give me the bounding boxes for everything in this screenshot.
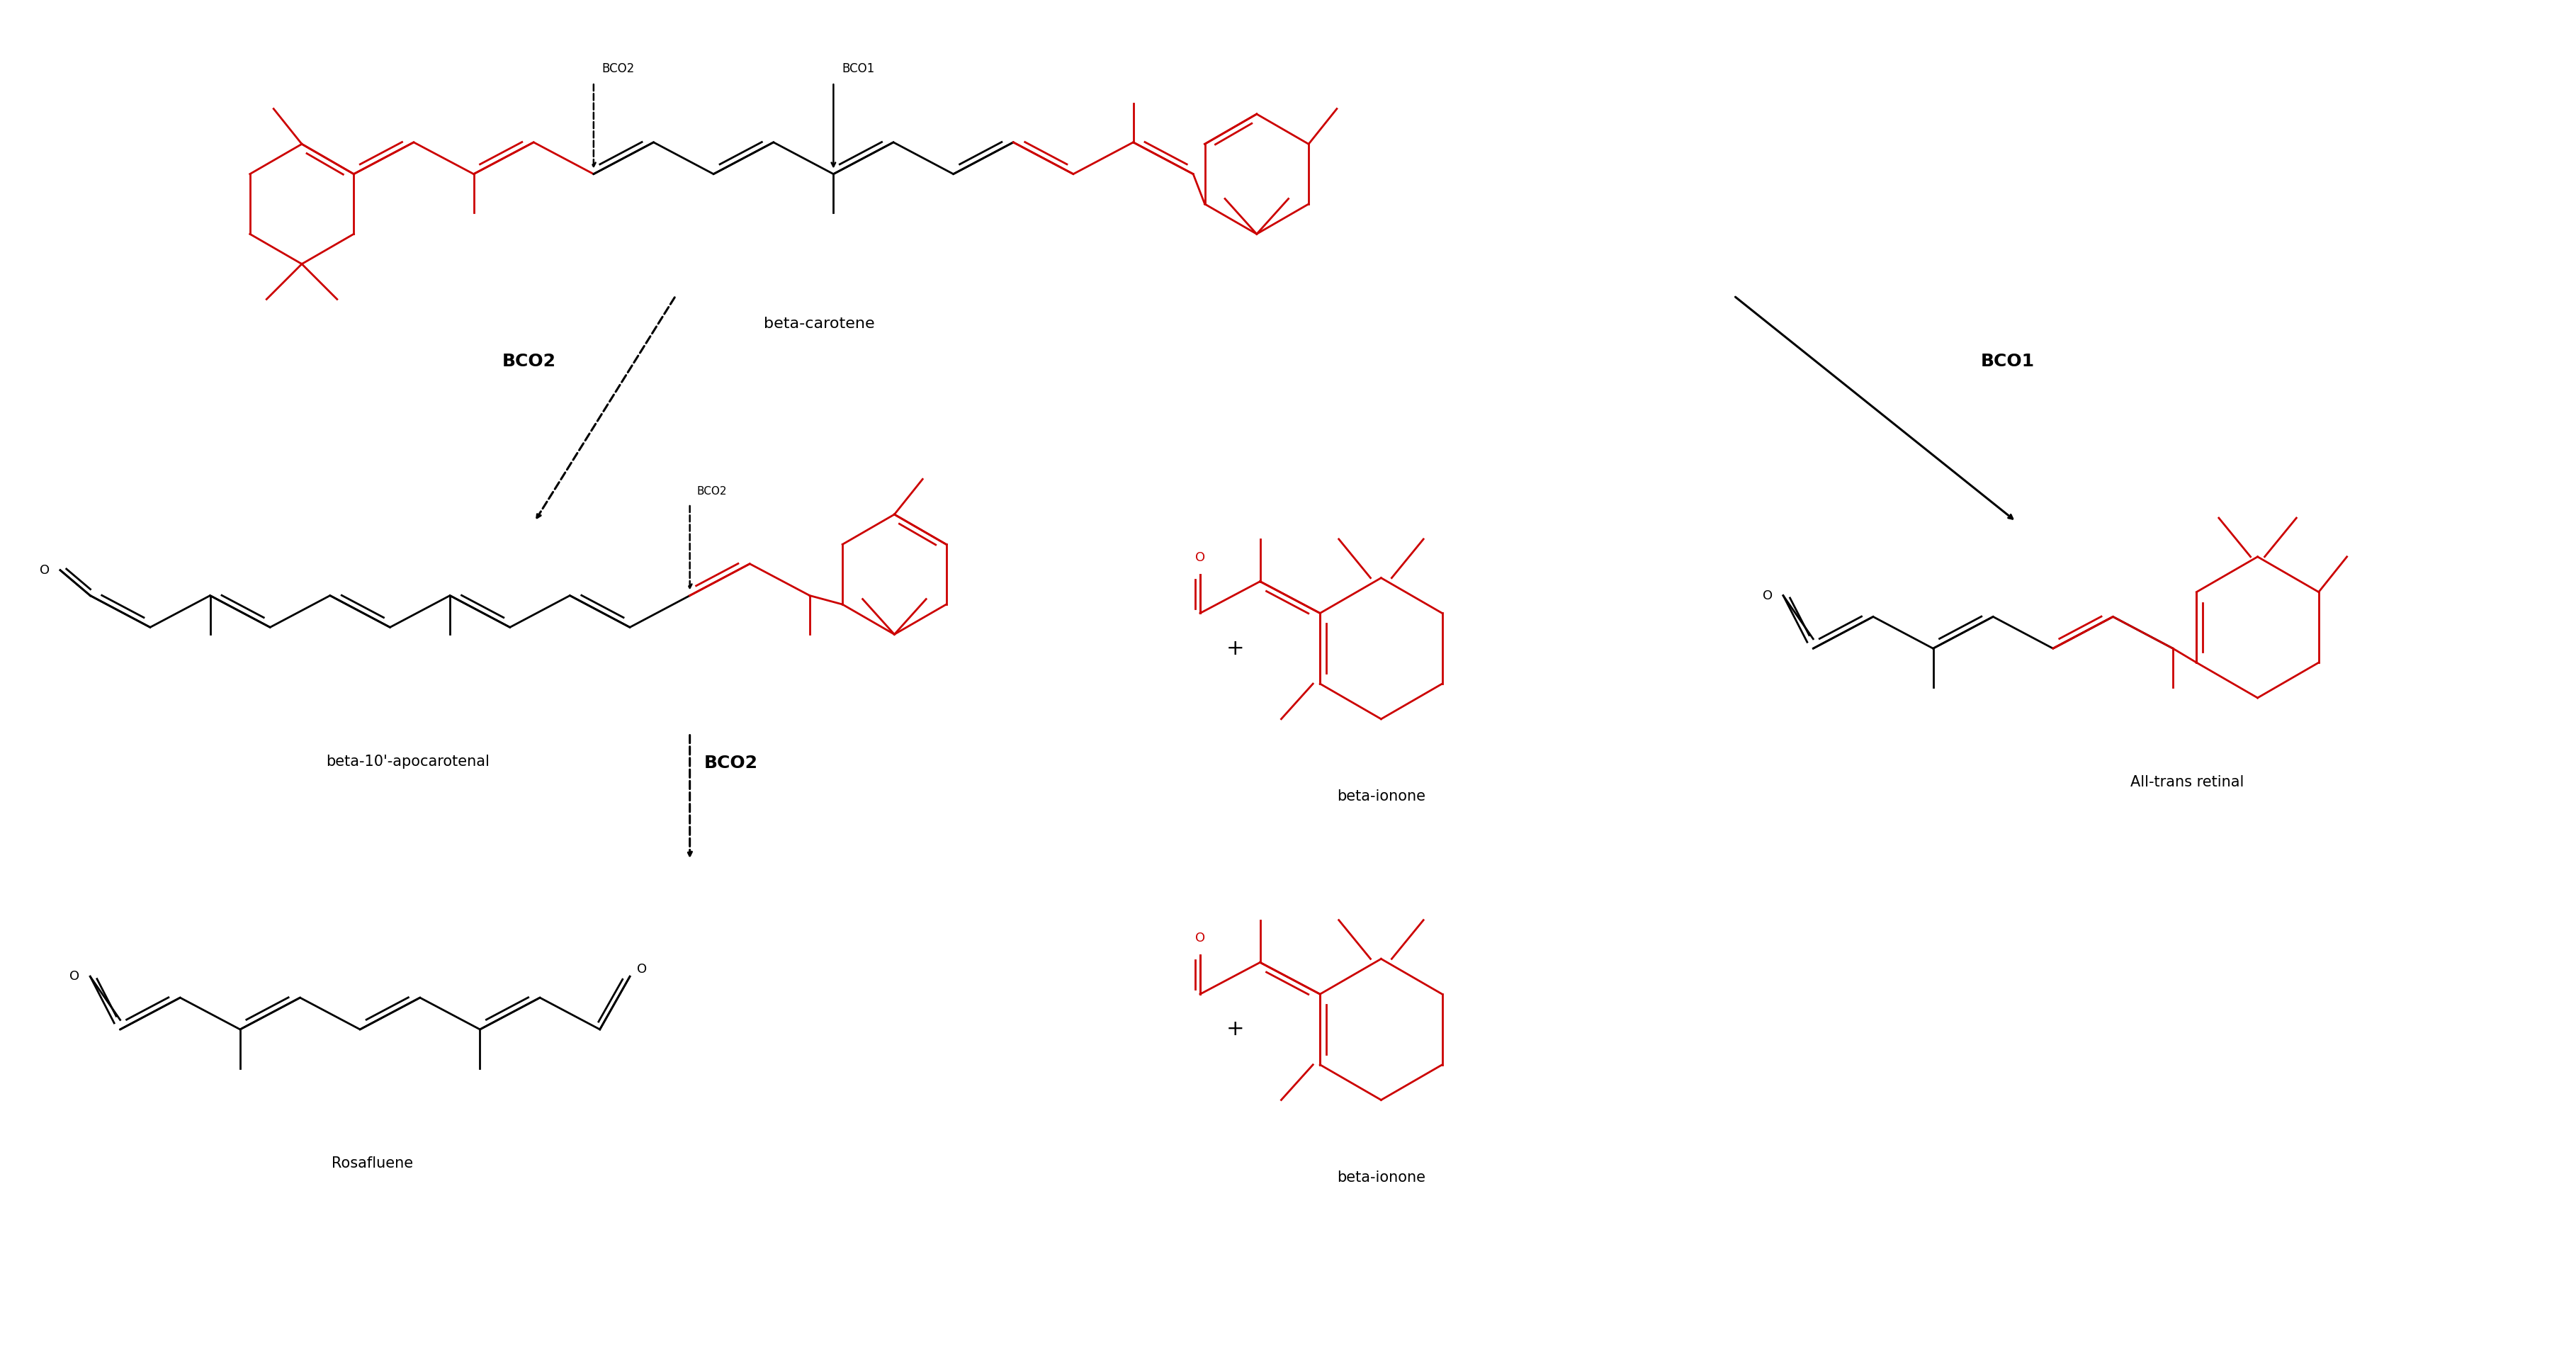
Text: All-trans retinal: All-trans retinal [2130, 776, 2244, 790]
Text: BCO2: BCO2 [703, 755, 757, 772]
Text: beta-ionone: beta-ionone [1337, 790, 1425, 803]
Text: O: O [1195, 551, 1206, 563]
Text: beta-10'-apocarotenal: beta-10'-apocarotenal [325, 754, 489, 769]
Text: BCO1: BCO1 [842, 63, 876, 75]
Text: O: O [1195, 932, 1206, 945]
Text: O: O [636, 962, 647, 976]
Text: BCO2: BCO2 [603, 63, 634, 75]
Text: BCO1: BCO1 [1981, 352, 2035, 370]
Text: O: O [1762, 590, 1772, 602]
Text: +: + [1226, 1019, 1244, 1039]
Text: Rosafluene: Rosafluene [332, 1156, 412, 1171]
Text: BCO2: BCO2 [698, 487, 726, 496]
Text: beta-ionone: beta-ionone [1337, 1171, 1425, 1185]
Text: O: O [39, 563, 49, 577]
Text: beta-carotene: beta-carotene [765, 317, 876, 330]
Text: O: O [70, 971, 80, 983]
Text: BCO2: BCO2 [502, 352, 556, 370]
Text: +: + [1226, 638, 1244, 658]
